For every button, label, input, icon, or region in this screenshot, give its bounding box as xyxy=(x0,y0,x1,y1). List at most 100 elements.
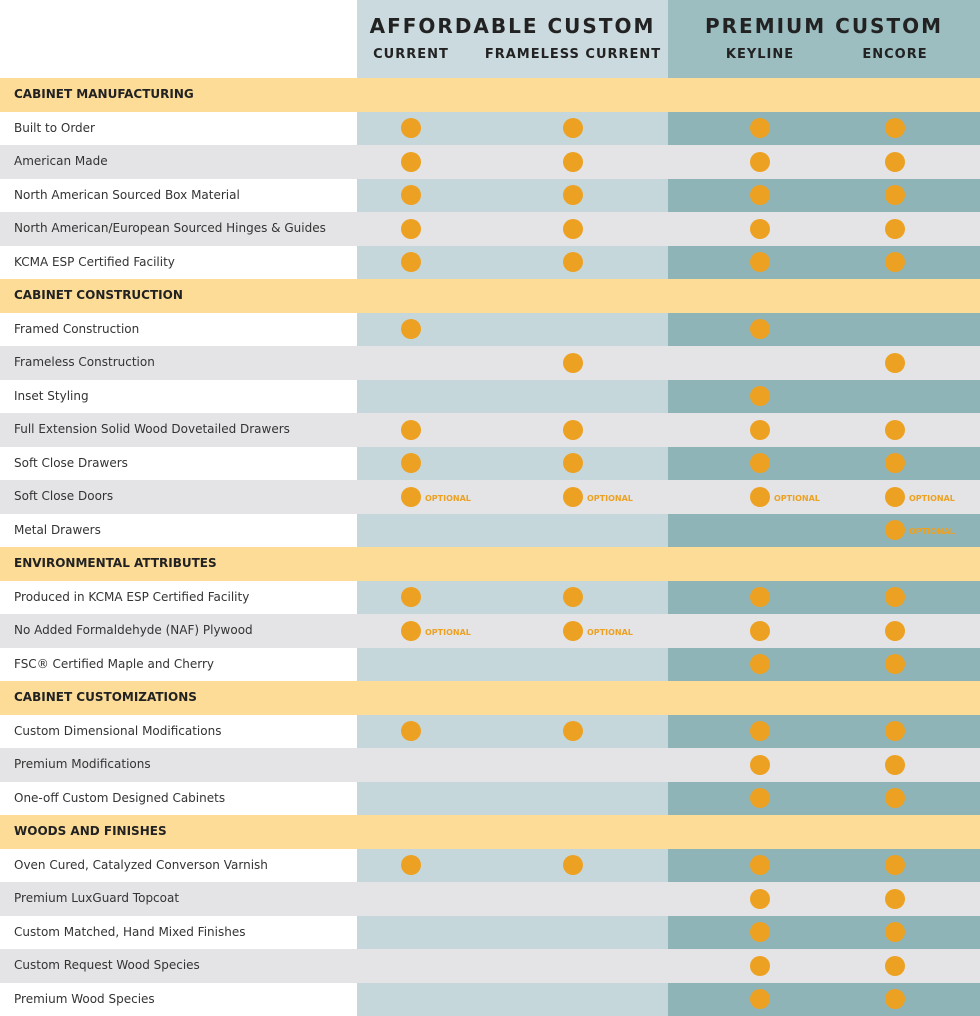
row-band xyxy=(668,413,980,447)
optional-note: OPTIONAL xyxy=(909,493,955,503)
check-dot xyxy=(885,151,905,172)
row-label: American Made xyxy=(0,145,357,179)
row-label: One-off Custom Designed Cabinets xyxy=(0,781,357,815)
check-dot xyxy=(563,486,583,507)
row-label: Metal Drawers xyxy=(0,513,357,547)
check-dot xyxy=(401,587,421,608)
row-band xyxy=(668,580,980,614)
row-label: Soft Close Doors xyxy=(0,480,357,514)
group-title: PREMIUM CUSTOM xyxy=(704,14,944,38)
section-row: ENVIRONMENTAL ATTRIBUTES xyxy=(0,547,980,581)
check-dot xyxy=(750,587,770,608)
row-label: No Added Formaldehyde (NAF) Plywood xyxy=(0,614,357,648)
row-band xyxy=(357,982,668,1016)
row-band xyxy=(668,982,980,1016)
check-dot xyxy=(885,788,905,809)
row-band xyxy=(357,647,668,681)
check-dot xyxy=(750,788,770,809)
row-band xyxy=(357,781,668,815)
row-band xyxy=(357,513,668,547)
check-dot xyxy=(750,419,770,440)
check-dot xyxy=(750,118,770,139)
check-dot xyxy=(401,855,421,876)
check-dot xyxy=(885,453,905,474)
check-dot xyxy=(401,252,421,273)
row-band xyxy=(668,915,980,949)
row-label: Frameless Construction xyxy=(0,346,357,380)
check-dot xyxy=(563,185,583,206)
row-label: North American/European Sourced Hinges &… xyxy=(0,212,357,246)
row-label: Oven Cured, Catalyzed Converson Varnish xyxy=(0,848,357,882)
check-dot xyxy=(401,721,421,742)
row-band xyxy=(357,379,668,413)
column-title: ENCORE xyxy=(862,47,928,62)
row-label: North American Sourced Box Material xyxy=(0,178,357,212)
check-dot xyxy=(563,419,583,440)
row-label: Soft Close Drawers xyxy=(0,446,357,480)
check-dot xyxy=(401,218,421,239)
check-dot xyxy=(563,453,583,474)
group-title: AFFORDABLE CUSTOM xyxy=(369,14,656,38)
check-dot xyxy=(885,218,905,239)
row-band xyxy=(357,949,668,983)
section-row: CABINET CUSTOMIZATIONS xyxy=(0,681,980,715)
check-dot xyxy=(401,453,421,474)
check-dot xyxy=(750,620,770,641)
check-dot xyxy=(885,955,905,976)
check-dot xyxy=(401,419,421,440)
check-dot xyxy=(885,754,905,775)
optional-note: OPTIONAL xyxy=(425,627,471,637)
check-dot xyxy=(885,520,905,541)
check-dot xyxy=(401,151,421,172)
check-dot xyxy=(885,185,905,206)
row-label: Inset Styling xyxy=(0,379,357,413)
row-label: Custom Request Wood Species xyxy=(0,949,357,983)
check-dot xyxy=(750,855,770,876)
optional-note: OPTIONAL xyxy=(587,493,633,503)
check-dot xyxy=(885,721,905,742)
check-dot xyxy=(885,989,905,1010)
check-dot xyxy=(401,185,421,206)
check-dot xyxy=(750,955,770,976)
row-band xyxy=(668,480,980,514)
check-dot xyxy=(563,620,583,641)
row-band xyxy=(668,346,980,380)
check-dot xyxy=(885,620,905,641)
row-label: Framed Construction xyxy=(0,312,357,346)
row-label: Full Extension Solid Wood Dovetailed Dra… xyxy=(0,413,357,447)
check-dot xyxy=(401,118,421,139)
check-dot xyxy=(750,989,770,1010)
row-label: FSC® Certified Maple and Cherry xyxy=(0,647,357,681)
row-band xyxy=(668,446,980,480)
row-band xyxy=(668,614,980,648)
row-label: Produced in KCMA ESP Certified Facility xyxy=(0,580,357,614)
check-dot xyxy=(885,587,905,608)
check-dot xyxy=(750,486,770,507)
row-band xyxy=(668,212,980,246)
check-dot xyxy=(885,855,905,876)
group-header-bg xyxy=(668,0,980,78)
row-band xyxy=(668,781,980,815)
check-dot xyxy=(750,922,770,943)
row-band xyxy=(668,848,980,882)
row-band xyxy=(668,949,980,983)
check-dot xyxy=(401,620,421,641)
check-dot xyxy=(563,252,583,273)
row-band xyxy=(668,178,980,212)
check-dot xyxy=(750,754,770,775)
check-dot xyxy=(750,151,770,172)
section-row: CABINET CONSTRUCTION xyxy=(0,279,980,313)
row-band xyxy=(668,714,980,748)
row-label: Built to Order xyxy=(0,111,357,145)
check-dot xyxy=(750,721,770,742)
row-band xyxy=(357,346,668,380)
row-band xyxy=(668,882,980,916)
section-row: CABINET MANUFACTURING xyxy=(0,78,980,112)
check-dot xyxy=(885,888,905,909)
column-title: KEYLINE xyxy=(725,47,795,62)
check-dot xyxy=(563,118,583,139)
check-dot xyxy=(401,319,421,340)
row-label: Premium LuxGuard Topcoat xyxy=(0,882,357,916)
optional-note: OPTIONAL xyxy=(587,627,633,637)
row-band xyxy=(668,312,980,346)
